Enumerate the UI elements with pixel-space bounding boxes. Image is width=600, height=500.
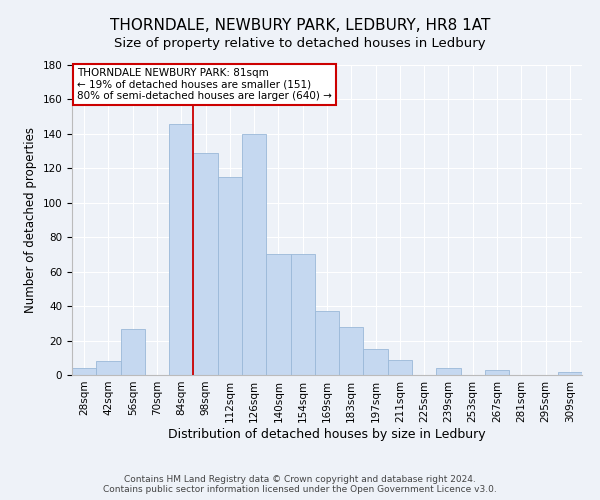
Bar	[558, 372, 582, 375]
Y-axis label: Number of detached properties: Number of detached properties	[24, 127, 37, 313]
Bar	[169, 124, 193, 375]
X-axis label: Distribution of detached houses by size in Ledbury: Distribution of detached houses by size …	[168, 428, 486, 440]
Text: Size of property relative to detached houses in Ledbury: Size of property relative to detached ho…	[114, 38, 486, 51]
Text: THORNDALE NEWBURY PARK: 81sqm
← 19% of detached houses are smaller (151)
80% of : THORNDALE NEWBURY PARK: 81sqm ← 19% of d…	[77, 68, 332, 102]
Bar	[72, 368, 96, 375]
Bar	[388, 360, 412, 375]
Bar	[485, 370, 509, 375]
Bar	[96, 361, 121, 375]
Bar	[121, 328, 145, 375]
Bar	[242, 134, 266, 375]
Text: Contains HM Land Registry data © Crown copyright and database right 2024.
Contai: Contains HM Land Registry data © Crown c…	[103, 474, 497, 494]
Bar	[266, 254, 290, 375]
Bar	[193, 153, 218, 375]
Bar	[436, 368, 461, 375]
Bar	[290, 254, 315, 375]
Bar	[339, 327, 364, 375]
Bar	[364, 349, 388, 375]
Bar	[315, 312, 339, 375]
Bar	[218, 177, 242, 375]
Text: THORNDALE, NEWBURY PARK, LEDBURY, HR8 1AT: THORNDALE, NEWBURY PARK, LEDBURY, HR8 1A…	[110, 18, 490, 32]
